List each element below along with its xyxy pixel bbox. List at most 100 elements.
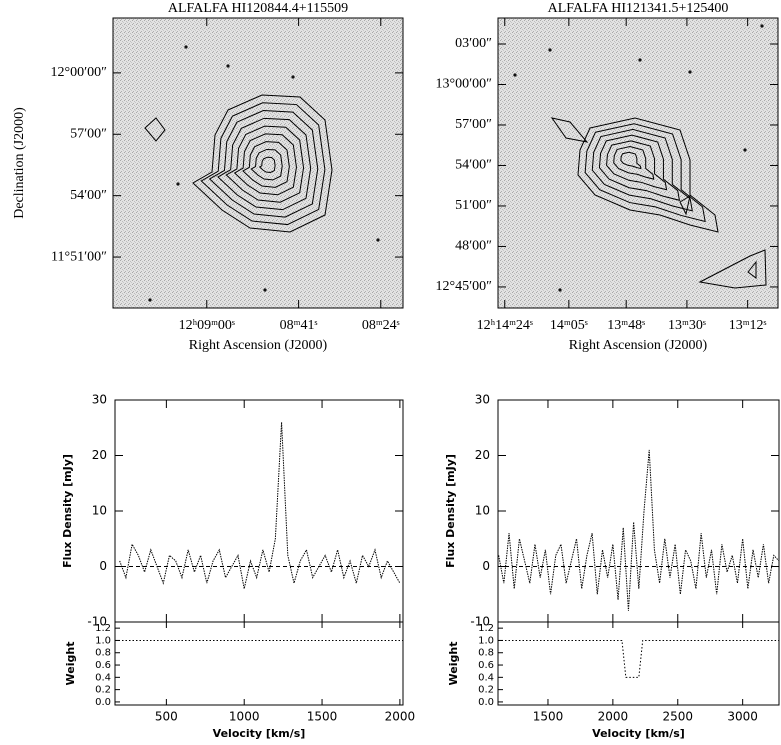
x-axis-label: Velocity [km/s] bbox=[213, 727, 306, 740]
y-tick-label: 57′00″ bbox=[70, 126, 107, 141]
y-axis-label: Flux Density [mJy] bbox=[444, 454, 457, 568]
star bbox=[148, 298, 152, 302]
y-tick-label: 0.4 bbox=[478, 672, 494, 683]
weight-frame bbox=[497, 621, 780, 706]
x-tick-label: 12ʰ09ᵐ00ˢ bbox=[179, 318, 235, 333]
star bbox=[263, 288, 267, 292]
x-tick-label: 08ᵐ24ˢ bbox=[362, 318, 400, 333]
y-tick-label: 1.0 bbox=[95, 635, 111, 646]
y-tick-label: 10 bbox=[475, 504, 490, 518]
contour bbox=[550, 117, 589, 143]
y-tick-label: 0.2 bbox=[478, 685, 494, 696]
y-tick-label: 48′00″ bbox=[455, 239, 492, 254]
frame bbox=[112, 17, 404, 309]
weight-line bbox=[498, 639, 779, 678]
y-tick-label: 0 bbox=[99, 559, 107, 573]
y-tick-label: 13°00′00″ bbox=[436, 77, 493, 92]
y-tick-label: 11°51′00″ bbox=[51, 249, 107, 264]
x-axis-label: Velocity [km/s] bbox=[592, 727, 685, 740]
contour bbox=[613, 146, 655, 180]
y-tick-label: 12°45′00″ bbox=[436, 279, 493, 294]
y-tick-label: 0 bbox=[482, 559, 490, 573]
y-tick-label: 0.0 bbox=[478, 697, 494, 708]
x-tick-label: 1500 bbox=[533, 710, 564, 724]
y-tick-label: 1.2 bbox=[478, 623, 494, 634]
y-tick-label: 0.4 bbox=[95, 672, 111, 683]
y-tick-label: -10 bbox=[87, 615, 107, 629]
y-tick-label: 54′00″ bbox=[455, 158, 492, 173]
x-tick-label: 12ʰ14ᵐ24ˢ bbox=[477, 318, 533, 333]
x-tick-label: 14ᵐ05ˢ bbox=[550, 318, 588, 333]
contour bbox=[591, 128, 693, 212]
y-tick-label: 20 bbox=[92, 448, 107, 462]
contour bbox=[679, 194, 691, 216]
star bbox=[558, 288, 562, 292]
sky-image bbox=[498, 18, 778, 308]
x-tick-label: 2500 bbox=[662, 710, 693, 724]
star bbox=[513, 73, 517, 77]
y-tick-label: 0.0 bbox=[95, 697, 111, 708]
contour bbox=[225, 125, 305, 203]
y-tick-label: 0.8 bbox=[478, 648, 494, 659]
y-tick-label: 1.0 bbox=[478, 635, 494, 646]
y-tick-label: 0.6 bbox=[478, 660, 494, 671]
y-tick-label: 12°00′00″ bbox=[51, 65, 108, 80]
x-tick-label: 1000 bbox=[229, 710, 260, 724]
star bbox=[226, 64, 230, 68]
x-tick-label: 2000 bbox=[598, 710, 629, 724]
star bbox=[548, 48, 552, 52]
contour bbox=[200, 102, 326, 226]
contour bbox=[620, 151, 642, 170]
x-tick-label: 1500 bbox=[307, 710, 338, 724]
weight-frame bbox=[114, 621, 404, 706]
weight-label: Weight bbox=[64, 642, 77, 686]
x-axis-label: Right Ascension (J2000) bbox=[569, 338, 708, 353]
x-tick-label: 13ᵐ30ˢ bbox=[668, 318, 706, 333]
y-tick-label: 0.8 bbox=[95, 648, 111, 659]
y-tick-label: 0.6 bbox=[95, 660, 111, 671]
star bbox=[184, 45, 188, 49]
contour bbox=[577, 117, 719, 233]
weight-label: Weight bbox=[447, 642, 460, 686]
contour bbox=[250, 148, 283, 181]
x-tick-label: 2000 bbox=[385, 710, 416, 724]
y-tick-label: 03′00″ bbox=[455, 36, 492, 51]
star bbox=[743, 148, 747, 152]
star bbox=[291, 75, 295, 79]
star bbox=[638, 58, 642, 62]
y-tick-label: 1.2 bbox=[95, 623, 111, 634]
spectrum-line bbox=[119, 422, 401, 589]
map-title: ALFALFA HI121341.5+125400 bbox=[548, 1, 729, 16]
contour bbox=[698, 249, 767, 289]
x-axis-label: Right Ascension (J2000) bbox=[189, 338, 328, 353]
contour bbox=[192, 94, 333, 233]
map-title: ALFALFA HI120844.4+115509 bbox=[168, 1, 348, 16]
plot-frame bbox=[114, 399, 404, 623]
x-tick-label: 13ᵐ48ˢ bbox=[607, 318, 645, 333]
star bbox=[176, 182, 180, 186]
sky-image bbox=[113, 18, 403, 308]
y-tick-label: -10 bbox=[470, 615, 490, 629]
y-tick-label: 30 bbox=[92, 393, 107, 407]
y-tick-label: 57′00″ bbox=[455, 117, 492, 132]
contour bbox=[242, 141, 290, 188]
contour bbox=[208, 110, 319, 218]
y-axis-label: Declination (J2000) bbox=[12, 107, 27, 219]
y-tick-label: 10 bbox=[92, 504, 107, 518]
star bbox=[688, 70, 692, 74]
y-tick-label: 20 bbox=[475, 448, 490, 462]
contour bbox=[606, 140, 668, 191]
spectrum-line bbox=[498, 449, 780, 611]
contour bbox=[598, 134, 681, 201]
contour bbox=[233, 133, 297, 196]
y-tick-label: 54′00″ bbox=[70, 188, 107, 203]
frame bbox=[497, 17, 779, 309]
y-axis-label: Flux Density [mJy] bbox=[61, 454, 74, 568]
contour bbox=[144, 117, 166, 142]
contour bbox=[217, 117, 312, 211]
contour bbox=[258, 156, 276, 173]
x-tick-label: 08ᵐ41ˢ bbox=[280, 318, 318, 333]
contour bbox=[747, 260, 757, 279]
